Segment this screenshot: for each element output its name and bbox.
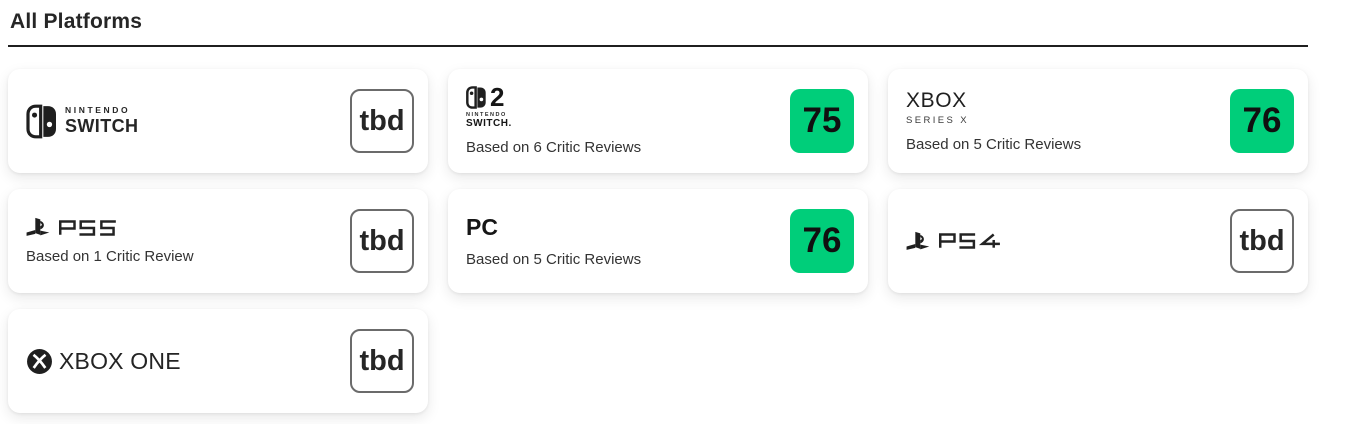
platform-info: PC Based on 5 Critic Reviews <box>466 214 641 268</box>
metascore-badge: 76 <box>790 209 854 273</box>
platform-info: 2 NINTENDO SWITCH. Based on 6 Critic Rev… <box>466 81 642 157</box>
switch-2-number: 2 <box>490 81 505 112</box>
metascore-badge: 75 <box>790 89 854 153</box>
section-divider <box>8 45 1308 47</box>
playstation-icon <box>26 217 50 236</box>
platform-card-ps4[interactable]: tbd <box>888 189 1308 293</box>
metascore-badge: tbd <box>350 89 414 153</box>
metascore-badge: tbd <box>1230 209 1294 273</box>
joycon-icon <box>466 86 486 109</box>
joycon-icon <box>26 104 56 138</box>
review-count-text: Based on 1 Critic Review <box>26 248 194 265</box>
platform-info: XBOX SERIES X Based on 5 Critic Reviews <box>906 89 1081 153</box>
metascore-badge: tbd <box>350 209 414 273</box>
xbox-one-logo: XBOX ONE <box>26 348 181 375</box>
platform-card-pc[interactable]: PC Based on 5 Critic Reviews 76 <box>448 189 868 293</box>
review-count-text: Based on 5 Critic Reviews <box>906 136 1082 153</box>
section-title: All Platforms <box>10 10 143 33</box>
review-count-text: Based on 5 Critic Reviews <box>466 251 642 268</box>
platform-info: NINTENDO SWITCH <box>26 104 138 139</box>
switch-text: SWITCH <box>65 116 139 136</box>
platform-card-xbox-series-x[interactable]: XBOX SERIES X Based on 5 Critic Reviews … <box>888 69 1308 173</box>
nintendo-text: NINTENDO <box>466 112 507 119</box>
xbox-one-text: XBOX ONE <box>59 347 181 374</box>
xbox-wordmark: XBOX <box>906 89 967 112</box>
xbox-series-x-logo: XBOX SERIES X <box>906 89 1081 126</box>
platform-card-nintendo-switch-2[interactable]: 2 NINTENDO SWITCH. Based on 6 Critic Rev… <box>448 69 868 173</box>
platform-card-nintendo-switch[interactable]: NINTENDO SWITCH tbd <box>8 69 428 173</box>
nintendo-switch-logo: NINTENDO SWITCH <box>26 104 138 139</box>
ps4-wordmark <box>939 233 1000 249</box>
nintendo-switch-2-logo: 2 NINTENDO SWITCH. <box>466 81 641 130</box>
metascore-badge: tbd <box>350 329 414 393</box>
pc-logo: PC <box>466 214 641 241</box>
platform-card-xbox-one[interactable]: XBOX ONE tbd <box>8 309 428 413</box>
platform-info <box>906 231 1003 252</box>
review-count-text: Based on 6 Critic Reviews <box>466 139 642 157</box>
nintendo-text: NINTENDO <box>65 105 131 115</box>
playstation-icon <box>906 231 930 250</box>
platform-grid: NINTENDO SWITCH tbd <box>8 69 1308 413</box>
ps5-logo <box>26 217 194 238</box>
ps4-logo <box>906 231 1003 252</box>
pc-text: PC <box>466 214 498 240</box>
all-platforms-section: All Platforms NINTENDO SWITCH <box>8 0 1308 413</box>
platform-info: XBOX ONE <box>26 348 181 375</box>
series-x-text: SERIES X <box>906 115 970 126</box>
switch-text: SWITCH. <box>466 118 512 130</box>
platform-card-ps5[interactable]: Based on 1 Critic Review tbd <box>8 189 428 293</box>
ps5-wordmark <box>59 219 116 236</box>
xbox-sphere-icon <box>27 348 52 374</box>
platform-info: Based on 1 Critic Review <box>26 217 194 265</box>
metascore-badge: 76 <box>1230 89 1294 153</box>
